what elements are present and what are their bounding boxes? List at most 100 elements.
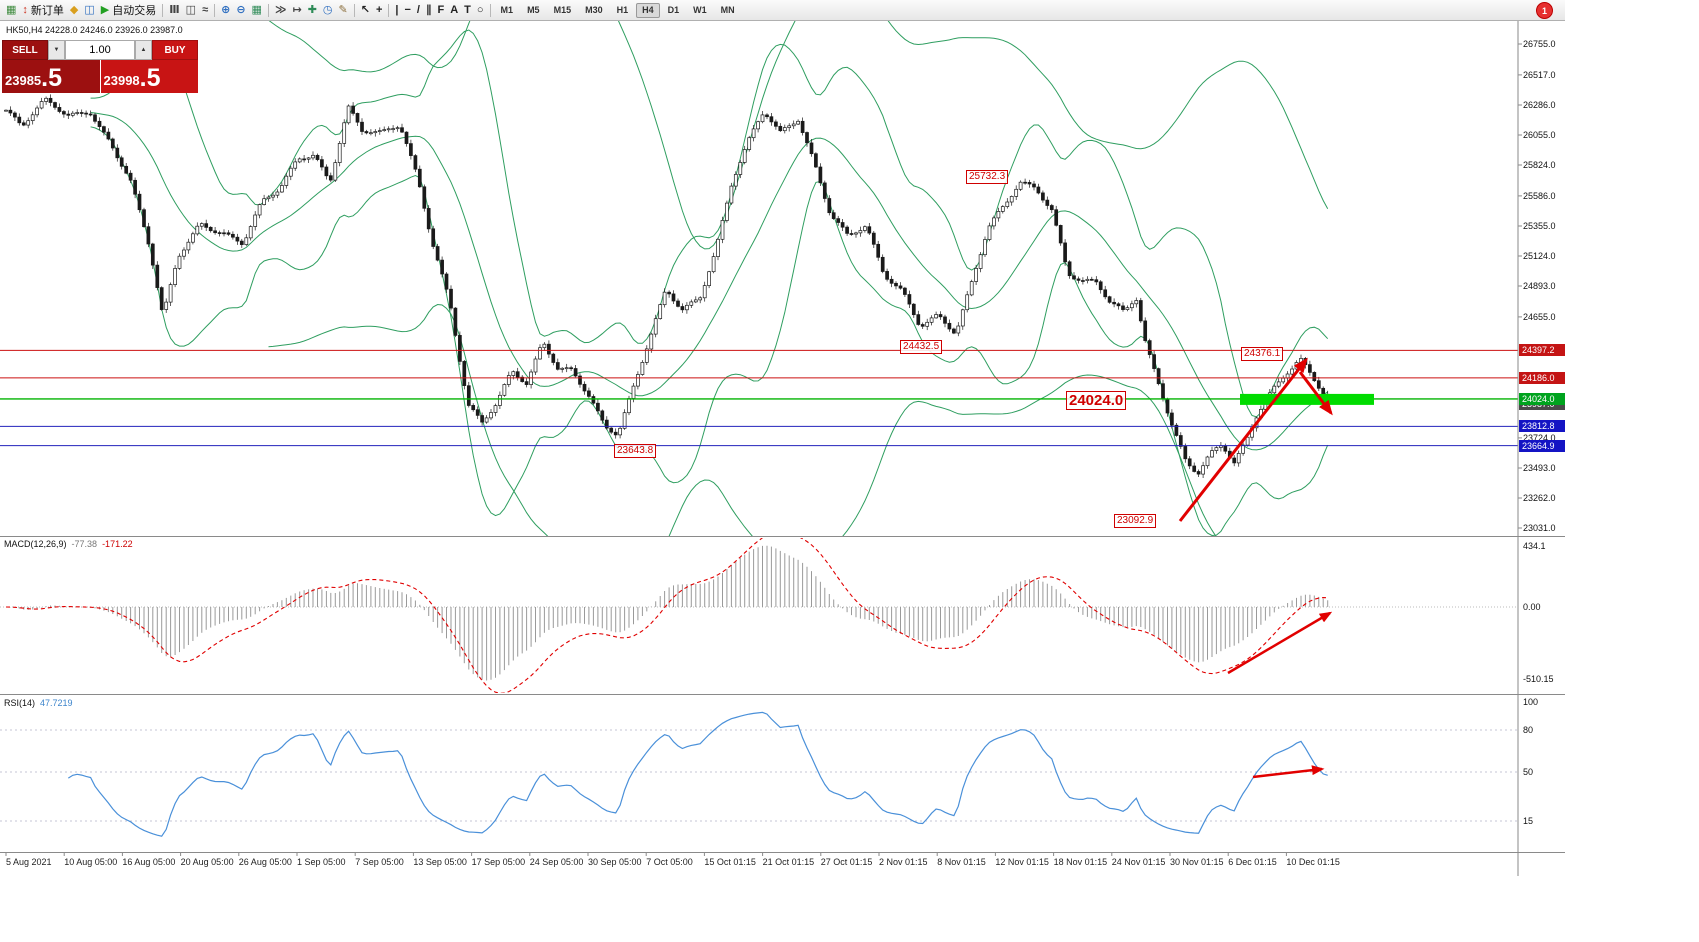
chart-shift-button[interactable]: ↦ [289, 1, 304, 19]
indicators-button[interactable]: ✚ [305, 1, 320, 19]
new-order-button-label: 新订单 [30, 5, 64, 17]
toolbar-separator [162, 3, 164, 17]
zoom-out-icon: ⊖ [236, 3, 246, 16]
chart-annotation[interactable]: 23643.8 [614, 444, 657, 458]
time-axis-label: 24 Nov 01:15 [1111, 857, 1166, 867]
time-axis-label: 27 Oct 01:15 [820, 857, 873, 867]
sell-button[interactable]: SELL [2, 40, 48, 60]
volume-input[interactable] [65, 40, 135, 60]
timeframe-h1[interactable]: H1 [616, 4, 629, 15]
price-axis-label: 25124.0 [1523, 250, 1556, 261]
zoom-out-button[interactable]: ⊖ [233, 1, 248, 19]
sell-price-display[interactable]: 23985.5 [2, 60, 100, 93]
chart-annotation[interactable]: 24432.5 [900, 340, 943, 354]
time-axis-label: 15 Oct 01:15 [704, 857, 756, 867]
chart-annotation[interactable]: 23092.9 [1114, 514, 1157, 528]
timeframe-w1[interactable]: W1 [693, 4, 707, 15]
buy-price-main: 23998 [103, 73, 140, 88]
price-axis-label: 24655.0 [1523, 311, 1556, 322]
crosshair-icon: + [375, 3, 383, 16]
data-window-button[interactable]: ◫ [81, 1, 97, 19]
time-axis-label: 13 Sep 05:00 [413, 857, 467, 867]
macd-axis-label: 0.00 [1523, 602, 1541, 612]
bars-chart-button[interactable]: Ⅲ [166, 1, 182, 19]
time-axis-label: 8 Nov 01:15 [937, 857, 986, 867]
chart-area[interactable] [0, 0, 1565, 880]
one-click-trading-panel: SELL ▼ ▲ BUY 23985.5 23998.5 [2, 40, 198, 93]
price-axis-label: 26517.0 [1523, 69, 1556, 80]
cursor-button[interactable]: ↖ [358, 1, 373, 19]
channel-button[interactable]: ∥ [423, 1, 435, 19]
rsi-axis-label: 100 [1523, 697, 1539, 707]
line-chart-button[interactable]: ≈ [199, 1, 211, 19]
chart-annotation[interactable]: 24024.0 [1066, 391, 1127, 410]
autotrade-button[interactable]: ▶ 自动交易 [98, 1, 159, 19]
buy-price-display[interactable]: 23998.5 [100, 60, 198, 93]
zoom-in-button[interactable]: ⊕ [218, 1, 233, 19]
notification-badge[interactable]: 1 [1536, 2, 1553, 19]
price-axis-label: 25355.0 [1523, 220, 1556, 231]
time-axis-label: 7 Oct 05:00 [646, 857, 693, 867]
price-axis-label: 26755.0 [1523, 39, 1556, 49]
auto-scroll-button[interactable]: ≫ [272, 1, 290, 19]
price-tag: 23812.8 [1519, 420, 1565, 433]
macd-signal-value: -171.22 [102, 539, 133, 549]
candlestick-chart-button[interactable]: ◫ [183, 1, 199, 19]
chart-annotation[interactable]: 25732.3 [966, 170, 1009, 184]
zoom-in-icon: ⊕ [221, 3, 231, 16]
time-axis-label: 7 Sep 05:00 [355, 857, 404, 867]
market-watch-button[interactable]: ◆ [67, 1, 81, 19]
macd-indicator-label: MACD(12,26,9) -77.38 -171.22 [4, 539, 133, 549]
chart-shift-icon: ↦ [292, 3, 302, 16]
toolbar-separator [214, 3, 216, 17]
periods-button[interactable]: ◷ [320, 1, 336, 19]
time-axis-label: 20 Aug 05:00 [180, 857, 234, 867]
text-button[interactable]: A [447, 1, 461, 19]
timeframe-m5[interactable]: M5 [527, 4, 540, 15]
time-axis-label: 5 Aug 2021 [6, 857, 52, 867]
trendline-button[interactable]: / [414, 1, 423, 19]
fibonacci-button[interactable]: F [434, 1, 447, 19]
price-axis-label: 25824.0 [1523, 160, 1556, 170]
rsi-axis-label: 80 [1523, 725, 1534, 735]
rsi-axis-label: 15 [1523, 816, 1534, 826]
timeframe-mn[interactable]: MN [720, 4, 735, 15]
label-icon: T [464, 3, 471, 16]
macd-name: MACD(12,26,9) [4, 539, 67, 549]
timeframe-h4[interactable]: H4 [636, 2, 660, 18]
buy-button[interactable]: BUY [152, 40, 198, 60]
buy-price-pips: .5 [139, 64, 161, 92]
volume-decrease-button[interactable]: ▼ [48, 40, 65, 60]
label-button[interactable]: T [461, 1, 474, 19]
vertical-line-icon: | [395, 3, 399, 16]
chart-annotation[interactable]: 24376.1 [1241, 347, 1284, 361]
horizontal-line-button[interactable]: − [401, 1, 413, 19]
timeframe-m1[interactable]: M1 [500, 4, 514, 15]
autotrade-button-label: 自动交易 [112, 5, 157, 17]
vertical-line-button[interactable]: | [392, 1, 401, 19]
new-order-button[interactable]: ↕ 新订单 [19, 1, 67, 19]
cursor-icon: ↖ [360, 3, 370, 16]
price-axis-label: 23724.0 [1523, 432, 1556, 443]
price-tag: 24186.0 [1519, 371, 1565, 384]
timeframe-m30[interactable]: M30 [585, 4, 603, 15]
price-axis-label: 23262.0 [1523, 492, 1556, 503]
timeframe-d1[interactable]: D1 [667, 4, 680, 15]
toolbar-separator [388, 3, 390, 17]
crosshair-button[interactable]: + [373, 1, 385, 19]
trade-panel-controls: SELL ▼ ▲ BUY [2, 40, 198, 60]
price-axis-label: 24893.0 [1523, 281, 1556, 291]
shapes-button[interactable]: ○ [474, 1, 487, 19]
tile-windows-icon: ▦ [251, 3, 262, 16]
fibonacci-icon: F [437, 3, 445, 16]
tile-windows-button[interactable]: ▦ [249, 1, 265, 19]
timeframe-m15[interactable]: M15 [553, 4, 572, 15]
new-chart-button[interactable]: ▦ [3, 1, 19, 19]
volume-increase-button[interactable]: ▲ [135, 40, 152, 60]
time-axis-label: 10 Dec 01:15 [1286, 857, 1340, 867]
candlestick-chart-icon: ◫ [185, 3, 197, 16]
market-watch-icon: ◆ [69, 3, 79, 16]
time-axis-label: 21 Oct 01:15 [762, 857, 815, 867]
templates-button[interactable]: ✎ [336, 1, 351, 19]
time-axis-label: 1 Sep 05:00 [297, 857, 346, 867]
